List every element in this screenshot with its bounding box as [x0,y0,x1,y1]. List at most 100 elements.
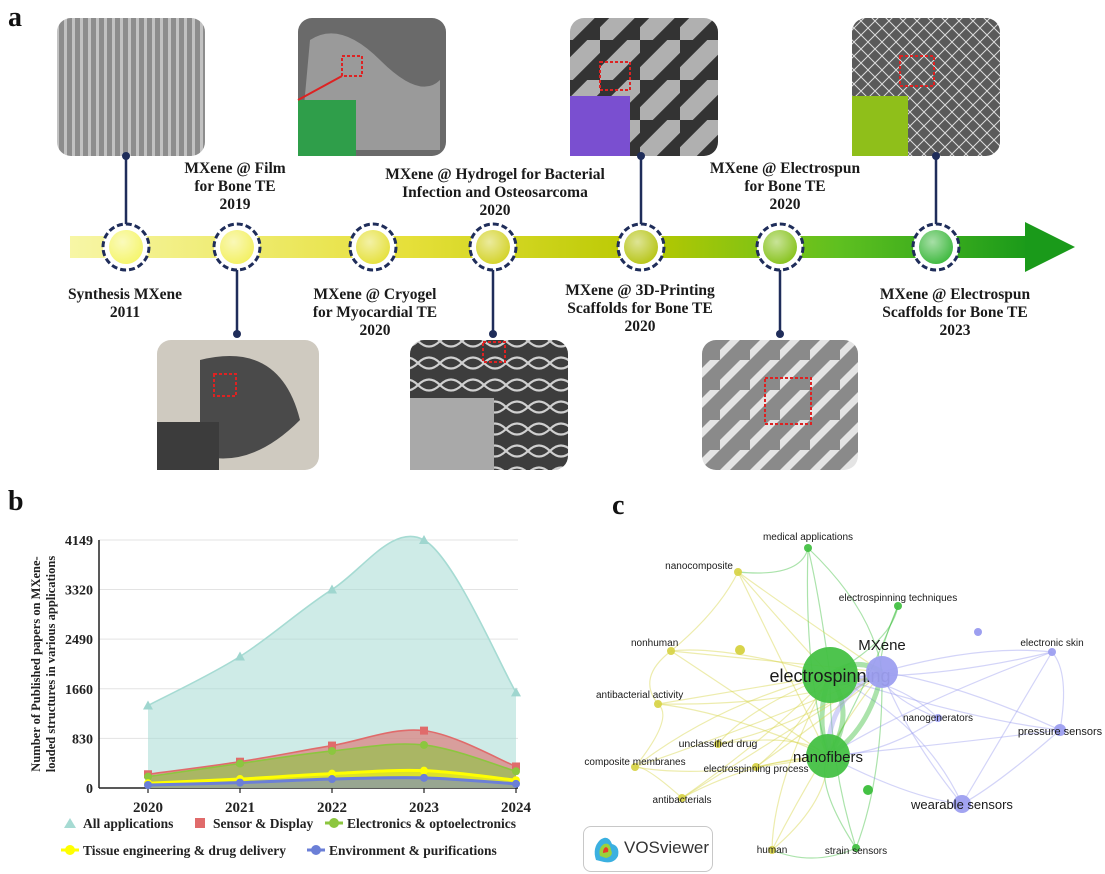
x-tick-label: 2021 [225,800,255,816]
network-edge [717,671,883,745]
connector-dot [776,330,784,338]
network-edge [827,651,1053,757]
x-tick-label: 2024 [501,800,532,816]
network-edge [881,671,1061,731]
network-node [863,785,873,795]
network-node [714,740,722,748]
milestone-node-shine [919,230,953,264]
legend-marker [65,845,75,855]
data-point [420,726,428,735]
legend-label: Sensor & Display [213,816,314,831]
legend-marker [329,818,339,828]
data-point [144,772,152,781]
data-point [512,762,520,771]
milestone-label-film-2019: MXene @ Film for Bone TE 2019 [184,160,286,213]
data-point [511,687,521,697]
legend-label: Environment & purifications [329,843,497,858]
keyword-network: electrospinning MXene nanofibers medical ap… [584,532,1103,859]
milestone-node-shine [109,230,143,264]
network-edge [737,571,883,673]
network-node [804,544,812,552]
network-node [678,794,686,802]
network-edge [827,729,1061,757]
network-node-label: nanogenerators [903,713,973,724]
micrograph-electrospun-fibers [702,340,858,470]
network-node [768,846,776,854]
data-point [420,766,428,775]
y-tick-label: 1660 [65,683,93,698]
network-node [1054,724,1066,736]
vosviewer-logo: VOSviewer [583,826,713,872]
milestone-label-2011: Synthesis MXene 2011 [67,286,183,321]
network-edge [961,729,1061,805]
network-node [866,656,898,688]
legend-marker [64,818,76,828]
vosviewer-brand-text: VOSviewer [624,838,710,857]
data-point [144,781,152,790]
legend-label: Electronics & optoelectronics [347,816,516,831]
data-point [327,584,337,594]
data-point [420,773,428,782]
network-node-label: pressure sensors [1018,726,1103,738]
network-node-label: unclassified drug [679,738,758,750]
x-tick-label: 2020 [133,800,163,816]
network-node [953,795,971,813]
network-node [806,734,850,778]
panel-label-b: b [8,486,24,517]
milestone-label-cryogel-2020: MXene @ Cryogel for Myocardial TE 2020 [312,286,438,339]
network-node [934,714,942,722]
network-edge [737,547,809,574]
network-node-label: nanocomposite [665,561,733,572]
data-point [419,535,429,544]
milestone-node-shine [476,230,510,264]
network-node [631,763,639,771]
panel-label-a: a [8,2,22,33]
network-node [1048,648,1056,656]
network-edge [771,847,857,859]
milestone-label-electrospun-2023: MXene @ Electrospun Scaffolds for Bone TE… [879,286,1031,339]
milestone-node-shine [220,230,254,264]
x-tick-label: 2023 [409,800,439,816]
network-node [734,568,742,576]
network-node-label: antibacterials [653,795,712,806]
network-edge [881,649,1053,673]
network-node-label: medical applications [763,532,853,543]
network-edge [829,674,1061,731]
x-tick-label: 2022 [317,800,347,816]
micrograph-3d-printed [570,18,718,156]
milestone-label-hydrogel-2020: MXene @ Hydrogel for Bacterial Infection … [385,166,605,219]
legend-marker [311,845,321,855]
micrograph-electrospun-mat [852,18,1000,156]
network-node [894,602,902,610]
network-node-label: electrospinning [769,666,890,686]
legend-label: Tissue engineering & drug delivery [83,843,286,858]
network-edge [961,651,1053,805]
photo-flexible-film [157,340,319,470]
milestone-label-3d-printing-2020: MXene @ 3D-Printing Scaffolds for Bone TE… [565,282,715,335]
network-node-label: electrospinning process [703,764,808,775]
data-point [328,775,336,784]
network-node-label: antibacterial activity [596,690,683,701]
network-node [654,700,662,708]
data-point [235,651,245,661]
y-tick-label: 830 [72,732,93,747]
network-edge [657,703,829,757]
data-point [512,767,520,776]
connector-dot [122,152,130,160]
network-node-label: MXene [858,637,906,654]
network-node-label: electronic skin [1020,638,1083,649]
milestone-node-shine [624,230,658,264]
micrograph-porous-green-inset [297,18,446,156]
milestone-node-shine [763,230,797,264]
data-point [512,779,520,788]
timeline-nodes [101,152,961,338]
network-node-label: electrospinning techniques [839,593,957,604]
series-area [148,536,516,788]
micrograph-mxene-layers [57,18,205,156]
network-edge [649,650,672,705]
network-edge [737,571,829,757]
y-tick-label: 4149 [65,534,93,549]
area-chart: Number of Published papers on MXene-load… [29,534,532,858]
data-point [143,700,153,710]
network-node-label: nonhuman [631,638,678,649]
